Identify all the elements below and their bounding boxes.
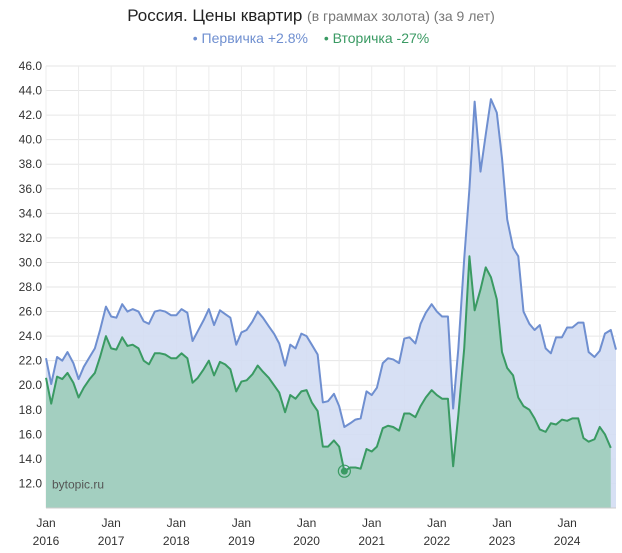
y-tick-label: 38.0 xyxy=(19,157,43,171)
series-area-1 xyxy=(46,256,611,508)
watermark-text: bytopic.ru xyxy=(52,477,104,491)
y-tick-label: 20.0 xyxy=(19,378,43,392)
x-tick-label: Jan xyxy=(492,516,511,530)
x-tick-year: 2017 xyxy=(98,534,125,548)
y-tick-label: 46.0 xyxy=(19,59,43,73)
y-tick-label: 40.0 xyxy=(19,133,43,147)
y-tick-label: 24.0 xyxy=(19,329,43,343)
chart-legend: • Первичка +2.8% • Вторичка -27% xyxy=(0,30,622,46)
x-tick-label: Jan xyxy=(101,516,120,530)
x-tick-year: 2021 xyxy=(358,534,385,548)
marker-ring xyxy=(337,464,351,478)
x-tick-label: Jan xyxy=(232,516,251,530)
x-tick-label: Jan xyxy=(557,516,576,530)
x-tick-label: Jan xyxy=(167,516,186,530)
series-line-0 xyxy=(45,98,617,428)
y-tick-label: 12.0 xyxy=(19,476,43,490)
y-tick-label: 26.0 xyxy=(19,305,43,319)
y-tick-label: 16.0 xyxy=(19,427,43,441)
y-tick-label: 42.0 xyxy=(19,108,43,122)
y-tick-label: 32.0 xyxy=(19,231,43,245)
x-tick-year: 2024 xyxy=(554,534,581,548)
x-tick-label: Jan xyxy=(427,516,446,530)
y-tick-label: 14.0 xyxy=(19,452,43,466)
series-line-1 xyxy=(45,255,612,473)
x-tick-year: 2019 xyxy=(228,534,255,548)
y-tick-label: 44.0 xyxy=(19,84,43,98)
x-tick-label: Jan xyxy=(362,516,381,530)
y-tick-label: 28.0 xyxy=(19,280,43,294)
chart-title: Россия. Цены квартир (в граммах золота) … xyxy=(0,6,622,26)
y-tick-label: 18.0 xyxy=(19,403,43,417)
chart-title-main: Россия. Цены квартир xyxy=(127,6,303,25)
x-tick-year: 2016 xyxy=(33,534,60,548)
x-tick-year: 2018 xyxy=(163,534,190,548)
y-tick-label: 36.0 xyxy=(19,182,43,196)
marker-point xyxy=(340,467,348,475)
y-tick-label: 22.0 xyxy=(19,354,43,368)
legend-item-primary[interactable]: • Первичка +2.8% xyxy=(192,30,308,46)
x-tick-year: 2023 xyxy=(489,534,516,548)
x-tick-year: 2020 xyxy=(293,534,320,548)
y-tick-label: 30.0 xyxy=(19,255,43,269)
y-tick-label: 34.0 xyxy=(19,206,43,220)
legend-item-secondary[interactable]: • Вторичка -27% xyxy=(323,30,430,46)
chart-subtitle: (в граммах золота) (за 9 лет) xyxy=(307,8,495,24)
x-tick-year: 2022 xyxy=(424,534,451,548)
x-tick-label: Jan xyxy=(36,516,55,530)
x-tick-label: Jan xyxy=(297,516,316,530)
